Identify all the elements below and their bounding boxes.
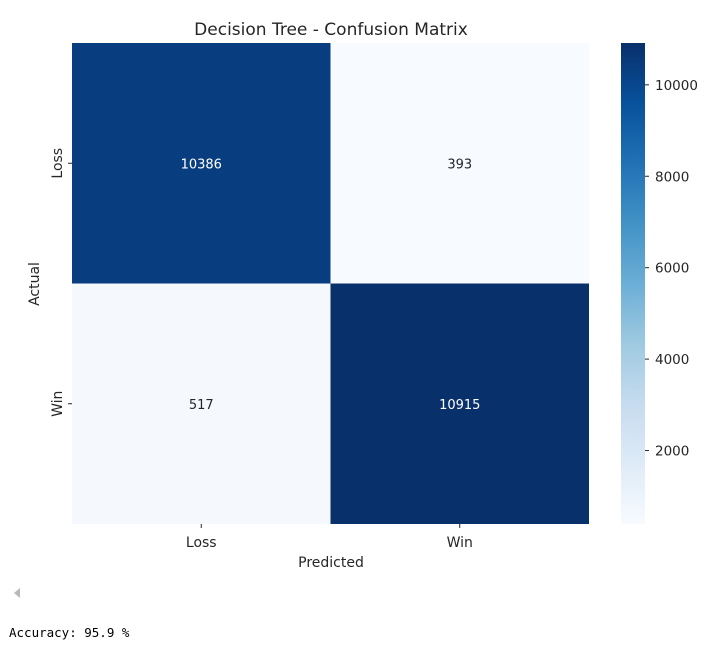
colorbar xyxy=(621,43,645,524)
chart-title: Decision Tree - Confusion Matrix xyxy=(194,20,468,40)
heatmap-cell xyxy=(72,43,331,284)
heatmap-cell-value: 393 xyxy=(447,157,472,172)
colorbar-tick-label: 2000 xyxy=(655,444,689,460)
y-tick-label: Win xyxy=(50,391,66,417)
accuracy-output: Accuracy: 95.9 % xyxy=(9,625,130,640)
heatmap-cell-labels: 10386 393 517 10915 xyxy=(181,157,481,413)
heatmap-cell-value: 10915 xyxy=(439,398,480,413)
colorbar-tick-label: 8000 xyxy=(655,169,689,185)
colorbar-tick-label: 10000 xyxy=(655,78,698,94)
y-axis: Loss Win xyxy=(50,148,72,417)
colorbar-tick-label: 4000 xyxy=(655,352,689,368)
x-axis-label: Predicted xyxy=(298,555,364,571)
heatmap-cell-value: 10386 xyxy=(181,157,222,172)
colorbar-tick-label: 6000 xyxy=(655,261,689,277)
confusion-matrix-figure: Decision Tree - Confusion Matrix 10386 39… xyxy=(27,20,698,571)
heatmap-cell-value: 517 xyxy=(189,398,214,413)
x-axis: Loss Win xyxy=(186,524,473,551)
heatmap-cell xyxy=(330,43,589,284)
colorbar-ticks: 2000 4000 6000 8000 10000 xyxy=(645,78,698,460)
heatmap-cell xyxy=(72,283,331,524)
scroll-left-icon[interactable] xyxy=(14,588,20,598)
heatmap-cells xyxy=(72,43,589,524)
heatmap-cell xyxy=(330,283,589,524)
x-tick-label: Loss xyxy=(186,535,217,551)
y-axis-label: Actual xyxy=(27,262,43,306)
y-tick-label: Loss xyxy=(50,148,66,179)
x-tick-label: Win xyxy=(447,535,473,551)
